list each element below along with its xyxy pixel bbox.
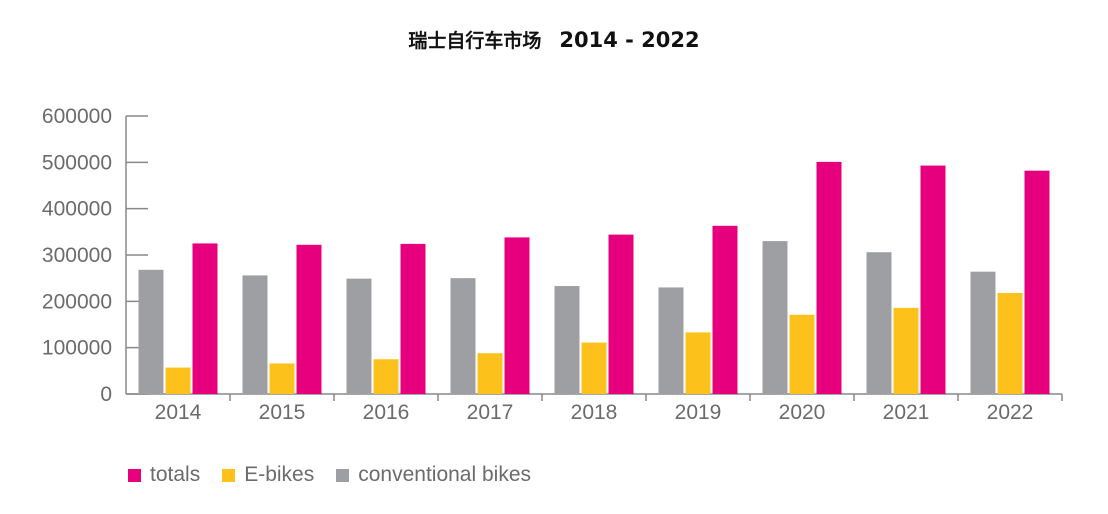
x-tick-label: 2019 (675, 401, 722, 424)
bar-totals-2020 (816, 161, 842, 394)
bar-totals-2019 (712, 225, 738, 394)
legend-swatch-conventional (336, 468, 350, 482)
chart-title-text: 瑞士自行车市场 (408, 30, 542, 52)
x-tick-label: 2017 (467, 401, 514, 424)
y-tick-label: 400000 (42, 198, 112, 221)
bar-totals-2021 (920, 165, 946, 394)
y-tick-label: 100000 (42, 337, 112, 360)
bar-e-bikes-2016 (373, 359, 399, 394)
x-tick-label: 2014 (155, 401, 202, 424)
y-tick-label: 500000 (42, 151, 112, 174)
x-tick-label: 2015 (259, 401, 306, 424)
bar-totals-2016 (400, 243, 426, 394)
bar-totals-2015 (296, 244, 322, 394)
bar-e-bikes-2015 (269, 363, 295, 394)
legend-label-ebikes: E-bikes (244, 463, 315, 486)
bar-conventional-bikes-2020 (762, 241, 788, 394)
legend-label-totals: totals (150, 463, 201, 486)
y-tick-label: 600000 (42, 105, 112, 128)
legend-item-conventional: conventional bikes (336, 463, 531, 487)
x-tick-label: 2018 (571, 401, 618, 424)
x-axis: 2014 2015 2016 2017 2018 2019 2020 2021 2022 (126, 393, 1063, 424)
y-axis: 0 100000 200000 300000 400000 500000 600000 (42, 105, 148, 406)
y-tick-label: 300000 (42, 244, 112, 267)
chart-title-years: 2014 - 2022 (559, 28, 700, 52)
chart-title: 瑞士自行车市场 2014 - 2022 (0, 26, 1108, 53)
x-tick-label: 2022 (987, 401, 1034, 424)
bar-conventional-bikes-2019 (658, 287, 684, 394)
legend-item-totals: totals (128, 463, 200, 487)
bar-conventional-bikes-2016 (346, 278, 372, 394)
bar-totals-2022 (1024, 170, 1050, 394)
legend-item-ebikes: E-bikes (222, 463, 314, 487)
bar-totals-2017 (504, 237, 530, 394)
legend-swatch-totals (128, 468, 141, 482)
x-tick-label: 2021 (883, 401, 930, 424)
legend-swatch-ebikes (222, 468, 236, 482)
bar-conventional-bikes-2015 (242, 275, 268, 394)
legend-label-conventional: conventional bikes (358, 463, 532, 486)
bar-conventional-bikes-2021 (866, 252, 892, 394)
bars (138, 161, 1050, 394)
x-tick-label: 2016 (363, 401, 410, 424)
bar-totals-2018 (608, 234, 634, 394)
bar-e-bikes-2018 (581, 342, 607, 394)
legend: totals E-bikes conventional bikes (128, 463, 553, 487)
bar-totals-2014 (192, 243, 218, 394)
bar-e-bikes-2014 (165, 367, 191, 394)
x-tick-label: 2020 (779, 401, 826, 424)
y-tick-label: 200000 (42, 290, 112, 313)
bar-conventional-bikes-2017 (450, 278, 476, 394)
bar-conventional-bikes-2022 (970, 271, 996, 394)
bar-conventional-bikes-2014 (138, 269, 164, 394)
bar-e-bikes-2021 (893, 307, 919, 394)
bar-e-bikes-2020 (789, 314, 815, 394)
y-tick-label: 0 (100, 383, 112, 406)
bar-conventional-bikes-2018 (554, 286, 580, 394)
bar-e-bikes-2022 (997, 292, 1023, 394)
bar-e-bikes-2017 (477, 353, 503, 394)
bar-e-bikes-2019 (685, 332, 711, 394)
